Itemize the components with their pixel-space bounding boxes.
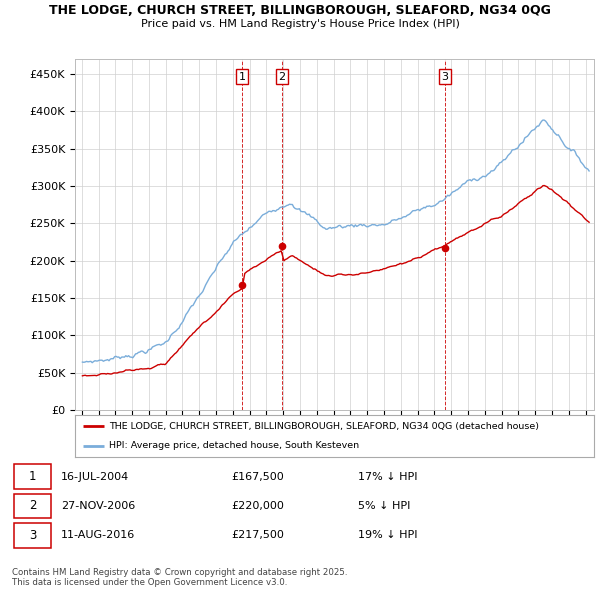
- Text: 11-AUG-2016: 11-AUG-2016: [61, 530, 135, 540]
- Text: Contains HM Land Registry data © Crown copyright and database right 2025.
This d: Contains HM Land Registry data © Crown c…: [12, 568, 347, 587]
- FancyBboxPatch shape: [14, 494, 51, 518]
- Text: THE LODGE, CHURCH STREET, BILLINGBOROUGH, SLEAFORD, NG34 0QG: THE LODGE, CHURCH STREET, BILLINGBOROUGH…: [49, 4, 551, 17]
- Text: 17% ↓ HPI: 17% ↓ HPI: [358, 471, 417, 481]
- Text: 5% ↓ HPI: 5% ↓ HPI: [358, 501, 410, 511]
- Text: 3: 3: [442, 72, 448, 81]
- Text: 1: 1: [29, 470, 36, 483]
- Text: £220,000: £220,000: [231, 501, 284, 511]
- Text: 16-JUL-2004: 16-JUL-2004: [61, 471, 129, 481]
- Text: £167,500: £167,500: [231, 471, 284, 481]
- FancyBboxPatch shape: [14, 523, 51, 548]
- Text: 2: 2: [29, 499, 36, 513]
- Text: 27-NOV-2006: 27-NOV-2006: [61, 501, 135, 511]
- Text: HPI: Average price, detached house, South Kesteven: HPI: Average price, detached house, Sout…: [109, 441, 359, 450]
- Text: 2: 2: [278, 72, 286, 81]
- FancyBboxPatch shape: [14, 464, 51, 489]
- Text: 19% ↓ HPI: 19% ↓ HPI: [358, 530, 417, 540]
- Text: 1: 1: [238, 72, 245, 81]
- Text: £217,500: £217,500: [231, 530, 284, 540]
- Text: THE LODGE, CHURCH STREET, BILLINGBOROUGH, SLEAFORD, NG34 0QG (detached house): THE LODGE, CHURCH STREET, BILLINGBOROUGH…: [109, 422, 539, 431]
- Text: Price paid vs. HM Land Registry's House Price Index (HPI): Price paid vs. HM Land Registry's House …: [140, 19, 460, 29]
- Text: 3: 3: [29, 529, 36, 542]
